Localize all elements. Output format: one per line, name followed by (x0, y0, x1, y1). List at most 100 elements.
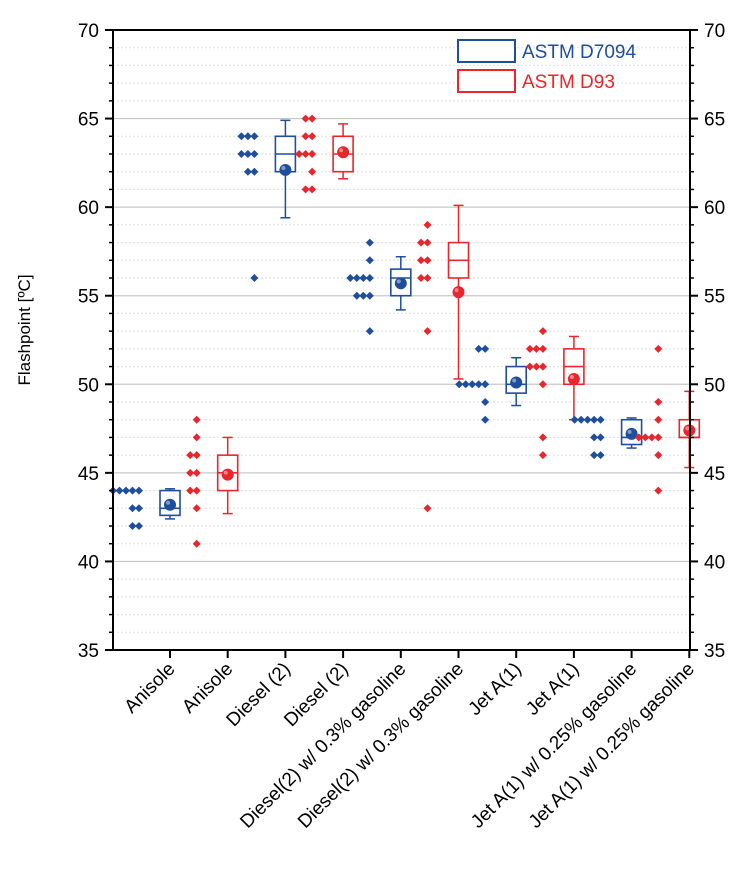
data-point (359, 274, 368, 282)
mean-marker (279, 163, 292, 176)
mean-marker (164, 498, 176, 511)
mean-marker (452, 286, 465, 299)
mean-marker (221, 468, 234, 481)
y-tick-label-left: 60 (78, 198, 99, 219)
data-point (186, 486, 195, 495)
data-point (538, 327, 547, 336)
plot-area (109, 114, 701, 548)
mean-highlight (396, 279, 401, 284)
data-point (532, 344, 541, 353)
data-point (481, 380, 490, 389)
data-point (243, 167, 252, 176)
data-point (122, 486, 130, 495)
data-point (641, 433, 650, 442)
y-tick-label-left: 35 (78, 641, 99, 662)
data-point (192, 486, 201, 495)
data-point (654, 344, 663, 353)
mean-highlight (454, 288, 459, 293)
data-point (295, 150, 304, 158)
data-point (301, 150, 310, 158)
data-point (423, 256, 432, 265)
data-point (417, 274, 425, 282)
y-tick-label-right: 40 (704, 552, 725, 573)
data-point (596, 415, 605, 424)
data-point (115, 486, 124, 495)
data-point (186, 451, 195, 460)
data-point (423, 274, 432, 282)
data-point (192, 433, 201, 442)
data-point (423, 220, 432, 229)
data-point (423, 327, 432, 336)
y-axis-label-text: Flashpoint [ºC] (15, 274, 34, 385)
mean-marker (625, 427, 638, 440)
box-group (525, 327, 585, 460)
data-point (654, 433, 663, 442)
legend-label-d7094: ASTM D7094 (522, 42, 636, 63)
y-tick-label-right: 65 (704, 110, 725, 131)
mean-highlight (339, 148, 344, 153)
data-point (128, 522, 137, 530)
data-point (417, 238, 425, 247)
data-point (308, 167, 317, 176)
data-point (654, 451, 663, 460)
data-point (135, 504, 143, 513)
y-tick-label-left: 40 (78, 552, 99, 573)
mean-marker (337, 146, 350, 159)
data-point (135, 522, 143, 530)
legend-swatch-d93 (457, 69, 516, 93)
data-point (365, 238, 374, 247)
data-point (423, 504, 432, 513)
mean-highlight (685, 426, 690, 431)
data-point (237, 150, 246, 158)
data-point (250, 274, 259, 282)
data-point (250, 132, 259, 141)
data-point (647, 433, 656, 442)
data-point (525, 344, 534, 353)
data-point (365, 256, 374, 265)
data-point (481, 344, 490, 353)
data-point (590, 433, 599, 442)
y-tick-label-left: 45 (78, 464, 99, 485)
y-tick-label-right: 70 (704, 21, 725, 42)
data-point (538, 344, 547, 353)
box-group (186, 415, 239, 548)
y-tick-label-left: 55 (78, 287, 99, 308)
data-point (192, 415, 201, 424)
y-axis-label: Flashpoint [ºC] (15, 274, 34, 385)
data-point (423, 238, 432, 247)
data-point (481, 415, 490, 424)
data-point (596, 433, 605, 442)
data-point (538, 451, 547, 460)
data-point (365, 327, 374, 336)
y-tick-label-right: 50 (704, 375, 725, 396)
mean-highlight (569, 374, 574, 379)
y-tick-label-left: 65 (78, 110, 99, 131)
data-point (346, 274, 355, 282)
data-point (192, 468, 201, 477)
data-point (352, 274, 361, 282)
y-tick-label-right: 35 (704, 641, 725, 662)
data-point (654, 415, 663, 424)
data-point (301, 114, 310, 123)
y-tick-label-right: 60 (704, 198, 725, 219)
data-point (590, 451, 599, 460)
data-point (525, 362, 534, 371)
data-point (192, 504, 201, 513)
box-group (237, 119, 297, 282)
data-point (192, 539, 201, 548)
data-point (481, 398, 490, 406)
data-point (250, 167, 259, 176)
data-point (654, 486, 663, 495)
data-point (634, 433, 643, 442)
data-point (538, 433, 547, 442)
data-point (654, 398, 663, 406)
data-point (301, 185, 310, 194)
data-point (577, 415, 586, 424)
legend: ASTM D7094 ASTM D93 (457, 39, 636, 93)
data-point (590, 415, 599, 424)
y-tick-label-right: 55 (704, 287, 725, 308)
data-point (359, 291, 368, 300)
mean-highlight (166, 500, 170, 505)
y-tick-label-left: 50 (78, 375, 99, 396)
legend-swatch-d7094 (457, 39, 516, 63)
